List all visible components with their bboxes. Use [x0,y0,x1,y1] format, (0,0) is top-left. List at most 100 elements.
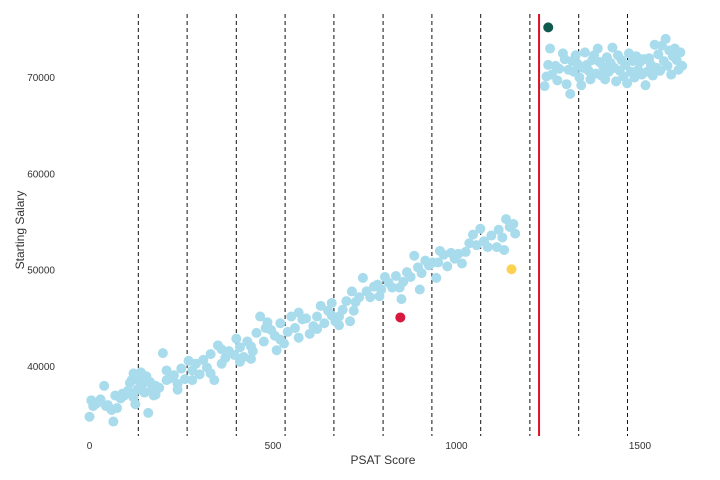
data-point-195 [620,59,631,70]
data-point-97 [398,276,409,287]
data-point-62 [271,345,282,356]
data-point-82 [345,316,356,327]
data-point-149 [139,374,150,385]
data-point-142 [234,342,245,353]
data-point-66 [286,311,297,322]
data-point-30 [157,348,168,359]
data-point-226 [677,60,688,71]
data-point-94 [387,282,398,293]
data-point-102 [416,268,427,279]
data-point-95 [390,271,401,282]
data-point-220 [666,69,677,80]
data-point-50 [231,333,242,344]
data-point-150 [128,368,139,379]
data-point-131 [414,284,425,295]
x-tick-label-0: 0 [87,441,93,452]
data-point-71 [304,328,315,339]
data-point-5 [99,380,110,391]
data-point-156 [545,43,556,54]
data-point-180 [592,43,603,54]
data-point-173 [579,47,590,58]
data-point-210 [647,70,658,81]
x-tick-label-1: 500 [265,441,282,452]
data-point-141 [245,353,256,364]
x-axis-label: PSAT Score [351,453,416,467]
data-point-132 [396,294,407,305]
highlight-points [395,22,554,323]
data-point-99 [405,271,416,282]
data-point-116 [467,229,478,240]
data-point-140 [260,323,271,334]
data-point-144 [205,368,216,379]
data-point-49 [229,350,240,361]
data-point-85 [354,292,365,303]
data-points [84,33,688,427]
data-point-81 [341,296,352,307]
data-point-128 [510,228,521,239]
data-point-135 [334,320,345,331]
data-point-83 [346,286,357,297]
y-axis-label: Starting Salary [13,191,27,270]
x-axis-ticks: 0 500 1000 1500 [87,441,652,452]
data-point-57 [255,311,266,322]
data-point-137 [312,324,323,335]
data-point-36 [179,374,190,385]
data-point-31 [161,365,172,376]
data-point-145 [187,375,198,386]
data-point-127 [508,218,519,229]
data-point-134 [348,305,359,316]
data-point-129 [499,244,510,255]
data-point-41 [198,354,209,365]
data-point-73 [312,311,323,322]
y-axis-ticks: 40000 50000 60000 70000 [27,73,55,373]
data-point-184 [600,74,611,85]
data-point-121 [486,230,497,241]
data-point-160 [554,63,565,74]
data-point-17 [130,399,141,410]
data-point-133 [374,291,385,302]
data-point-190 [611,76,622,87]
data-point-40 [194,369,205,380]
data-point-106 [431,272,442,283]
data-point-55 [247,346,258,357]
data-point-147 [161,375,172,386]
data-point-117 [471,240,482,251]
data-point-39 [190,358,201,369]
y-tick-label-3: 70000 [27,73,55,84]
data-point-139 [275,334,286,345]
data-point-155 [543,59,554,70]
data-point-70 [301,313,312,324]
y-tick-label-2: 60000 [27,169,55,180]
data-point-8 [108,416,119,427]
data-point-214 [655,65,666,76]
data-point-218 [662,60,673,71]
data-point-153 [539,81,550,92]
data-point-152 [101,401,112,412]
data-point-33 [168,370,179,381]
data-point-65 [282,326,293,337]
data-point-213 [653,49,664,60]
data-point-138 [293,332,304,343]
x-tick-label-2: 1000 [445,441,468,452]
data-point-206 [640,80,651,91]
data-point-123 [493,224,504,235]
data-point-56 [251,327,262,338]
data-point-63 [275,318,286,329]
data-point-109 [442,261,453,272]
data-point-67 [290,323,301,334]
data-point-165 [565,88,576,99]
data-point-163 [561,79,572,90]
data-point-188 [607,42,618,53]
y-tick-label-1: 50000 [27,266,55,277]
data-point-136 [326,310,337,321]
x-tick-label-3: 1500 [629,441,652,452]
data-point-159 [552,75,563,86]
data-point-151 [117,388,128,399]
data-point-148 [150,389,161,400]
highlight-point-0 [543,22,554,33]
data-point-22 [139,387,150,398]
highlight-point-2 [506,264,517,275]
data-point-118 [475,223,486,234]
data-point-58 [258,336,269,347]
